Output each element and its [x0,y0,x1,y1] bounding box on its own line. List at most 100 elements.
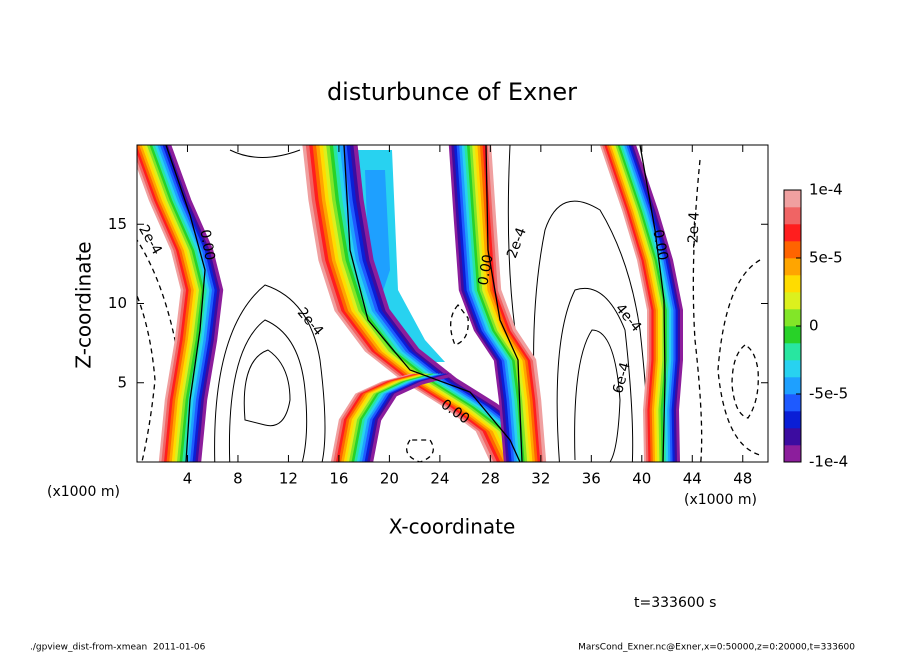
contour-fill [167,145,224,462]
colorbar-tick-label: 1e-4 [809,181,843,199]
contour-fill [630,145,681,462]
contour-fill [137,150,187,462]
contour-line [533,200,649,462]
contour-fill [464,145,523,462]
colorbar-tick-label: -1e-4 [809,453,848,471]
contour-fill [157,145,213,462]
contour-fill [165,145,221,462]
contour-line [228,319,308,462]
contour-fill [480,145,539,462]
contour-fill [606,145,657,462]
y-axis-label: Z-coordinate [72,241,96,368]
contour-fill [602,145,653,462]
contour-fill [369,373,452,462]
colorbar-band [784,309,801,327]
contour-fill [482,145,541,462]
x-tick-label: 24 [430,470,449,488]
x-tick-label: 28 [481,470,500,488]
contour-line [343,145,521,462]
contour-fill [467,145,526,462]
colorbar-band [784,224,801,242]
x-tick-label: 40 [632,470,651,488]
contour-line-negative [717,259,761,456]
contour-fill [608,145,659,462]
colorbar-tick-label: 0 [809,317,819,335]
contour-line [485,145,523,462]
contour-fill [485,145,544,462]
contour-line [556,288,634,462]
contour-fill [622,145,672,462]
colorbar-band [784,428,801,446]
contour-fill [611,145,661,462]
contour-line [165,145,206,462]
contour-label: 0.00 [475,253,496,286]
x-tick-label: 16 [329,470,348,488]
contour-label: 2e-4 [294,305,327,339]
contour-fill [600,145,650,462]
colorbar-band [784,292,801,310]
time-label: t=333600 s [634,595,716,611]
x-unit-label: (x1000 m) [47,484,120,500]
x-tick-label: 12 [279,470,298,488]
x-tick-label: 32 [531,470,550,488]
colorbar-band [784,377,801,395]
contour-fill [154,145,211,462]
y-tick-label: 15 [108,215,127,233]
colorbar-band [784,445,801,463]
contour-line [574,329,621,462]
contour-fill [139,145,195,462]
chart-title: disturbunce of Exner [327,78,577,106]
contour-field [137,145,761,462]
x-axis-label: X-coordinate [389,515,516,539]
contour-label: 0.00 [649,228,670,261]
x-tick-label: 48 [733,470,752,488]
colorbar-band [784,207,801,225]
contour-fill [633,145,683,462]
contour-fill [461,145,521,462]
y-tick-label: 10 [108,294,127,312]
contour-fill [617,145,668,462]
contour-line-negative [731,344,759,419]
contour-label: 6e-4 [610,361,634,396]
contour-fill [626,145,677,462]
contour-line [639,145,666,462]
contour-fill [474,145,534,462]
colorbar-band [784,258,801,276]
contour-fill [456,145,515,462]
contour-fill [137,157,185,462]
colorbar-tick-label: 5e-5 [809,249,843,267]
contour-line-negative [406,439,434,462]
contour-fill [160,145,216,462]
colorbar-tick-label: -5e-5 [809,385,848,403]
contour-fill [144,145,200,462]
contour-fill [613,145,664,462]
contour-fill [459,145,518,462]
colorbar-band [784,411,801,429]
contour-line-negative [450,303,469,346]
colorbar-band [784,360,801,378]
contour-fill [147,145,203,462]
x-tick-label: 44 [683,470,702,488]
contour-fill [604,145,655,462]
contour-fill [448,145,508,462]
contour-line [214,284,326,462]
contour-label: 0.00 [196,228,217,261]
contour-fill [137,145,190,462]
colorbar-band [784,241,801,259]
colorbar-band [784,326,801,344]
contour-line-negative [692,159,703,462]
footer-left: ./gpview_dist-from-xmean 2011-01-06 [30,643,206,653]
x-unit-label: (x1000 m) [684,492,757,508]
contour-fill [365,170,390,300]
contour-label: 2e-4 [135,222,165,257]
contour-label: 4e-4 [612,301,645,335]
contour-fill [469,145,528,462]
contour-label: -2e-4 [685,211,702,248]
contour-line [243,349,291,427]
colorbar-band [784,343,801,361]
contour-line [507,145,516,331]
y-tick-label: 5 [117,373,127,391]
contour-fill [472,145,531,462]
x-tick-label: 4 [183,470,193,488]
